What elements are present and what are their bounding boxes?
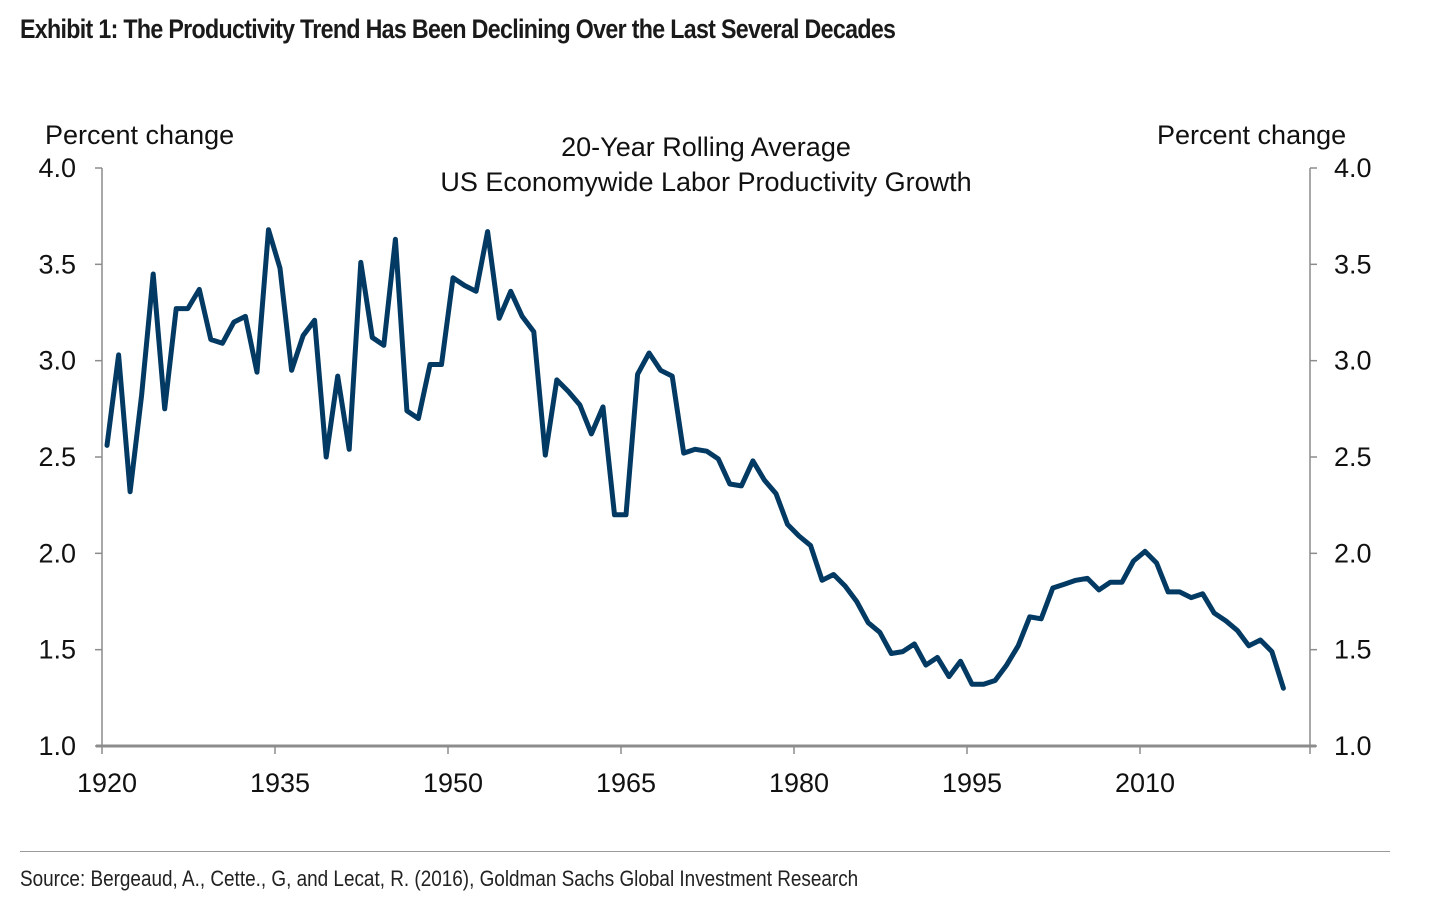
source-divider	[20, 851, 1390, 852]
chart-title-line-2: US Economywide Labor Productivity Growth	[440, 167, 971, 197]
chart-title-line-1: 20-Year Rolling Average	[561, 132, 851, 162]
y-tick-label-right: 4.0	[1334, 153, 1372, 183]
y-tick-label-right: 2.0	[1334, 538, 1372, 568]
left-axis-label: Percent change	[45, 120, 234, 150]
source-note: Source: Bergeaud, A., Cette., G, and Lec…	[20, 866, 859, 891]
right-axis-label: Percent change	[1157, 120, 1346, 150]
x-tick-label: 2010	[1115, 768, 1175, 798]
y-tick-label-left: 1.5	[38, 635, 76, 665]
exhibit-title: Exhibit 1: The Productivity Trend Has Be…	[20, 14, 896, 44]
series-line	[104, 227, 1286, 691]
y-tick-label-left: 2.0	[38, 538, 76, 568]
x-tick-label: 1995	[942, 768, 1002, 798]
y-tick-label-left: 2.5	[38, 442, 76, 472]
x-tick-label: 1980	[769, 768, 829, 798]
y-tick-label-right: 3.0	[1334, 346, 1372, 376]
y-tick-label-right: 1.0	[1334, 731, 1372, 761]
x-tick-label: 1965	[596, 768, 656, 798]
x-tick-label: 1950	[423, 768, 483, 798]
y-tick-label-left: 3.5	[38, 249, 76, 279]
x-tick-label: 1935	[250, 768, 310, 798]
y-tick-label-left: 4.0	[38, 153, 76, 183]
y-tick-label-left: 1.0	[38, 731, 76, 761]
y-tick-label-left: 3.0	[38, 346, 76, 376]
y-tick-label-right: 2.5	[1334, 442, 1372, 472]
y-tick-label-right: 3.5	[1334, 249, 1372, 279]
x-tick-label: 1920	[77, 768, 137, 798]
y-tick-label-right: 1.5	[1334, 635, 1372, 665]
